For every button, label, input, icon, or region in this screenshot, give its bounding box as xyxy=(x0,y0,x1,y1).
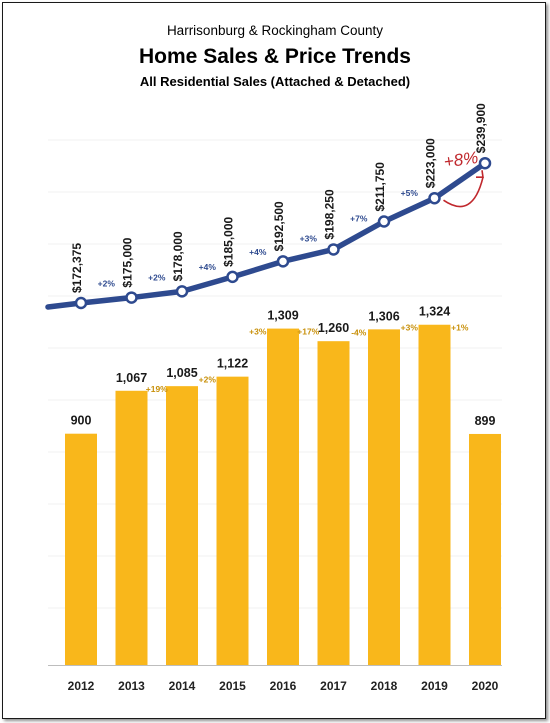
x-tick-label: 2016 xyxy=(270,679,297,693)
bar-change-label: -4% xyxy=(351,327,367,337)
price-point-2020 xyxy=(478,156,492,170)
bar-change-label: +1% xyxy=(451,323,469,333)
price-change-label: +2% xyxy=(148,272,166,282)
bar-2019 xyxy=(418,324,451,665)
bar-change-label: +3% xyxy=(401,323,419,333)
bar-value-label: 1,067 xyxy=(116,371,147,385)
bar-value-label: 900 xyxy=(71,414,92,428)
price-change-label: +5% xyxy=(401,188,419,198)
price-point-2015 xyxy=(226,270,239,284)
bar-value-label: 1,324 xyxy=(419,305,450,319)
bar-2016 xyxy=(267,328,299,665)
price-value-label: $175,000 xyxy=(121,237,135,287)
bar-value-label: 1,309 xyxy=(267,309,298,323)
x-tick-label: 2014 xyxy=(169,679,196,693)
bar-change-label: +17% xyxy=(297,327,319,337)
chart-subtitle: All Residential Sales (Attached & Detach… xyxy=(139,74,411,89)
price-change-label: +7% xyxy=(350,213,368,223)
price-point-2017 xyxy=(327,243,340,256)
bar-2014 xyxy=(166,386,198,665)
x-tick-label: 2018 xyxy=(371,679,398,693)
callout-label: +8% xyxy=(443,148,480,172)
bar-2018 xyxy=(368,329,400,665)
price-point-2013 xyxy=(125,291,138,304)
bar-value-label: 899 xyxy=(475,414,496,428)
price-change-label: +2% xyxy=(98,278,116,288)
bar-value-label: 1,306 xyxy=(368,309,399,323)
price-value-label: $223,000 xyxy=(424,138,438,188)
x-tick-label: 2017 xyxy=(320,679,347,693)
x-tick-label: 2013 xyxy=(118,679,145,693)
price-line xyxy=(45,160,488,310)
chart-title-line1: Harrisonburg & Rockingham County xyxy=(166,23,384,38)
price-point-2018 xyxy=(377,215,391,228)
x-tick-label: 2015 xyxy=(219,679,246,693)
price-point-2019 xyxy=(428,191,441,205)
price-value-label: $239,900 xyxy=(474,103,488,153)
bar-value-label: 1,122 xyxy=(217,357,248,371)
chart-title: Home Sales & Price Trends xyxy=(139,45,411,68)
bar-change-label: +2% xyxy=(199,375,217,385)
price-value-label: $211,750 xyxy=(373,162,387,212)
price-change-label: +4% xyxy=(199,262,217,272)
price-point-2016 xyxy=(276,255,290,268)
callout-arrow xyxy=(443,177,484,208)
price-change-label: +4% xyxy=(249,247,267,257)
price-value-label: $172,375 xyxy=(70,243,84,293)
price-value-label: $198,250 xyxy=(323,189,337,239)
bar-2013 xyxy=(115,390,148,665)
price-value-label: $185,000 xyxy=(222,216,236,266)
bar-change-label: +19% xyxy=(146,384,168,394)
bar-2017 xyxy=(317,341,350,665)
x-tick-label: 2019 xyxy=(421,679,448,693)
price-point-2014 xyxy=(175,285,189,298)
bar-2020 xyxy=(469,433,501,665)
bar-2015 xyxy=(216,376,249,665)
bar-value-label: 1,260 xyxy=(318,321,349,335)
price-change-label: +3% xyxy=(300,233,318,243)
price-point-2012 xyxy=(74,296,88,310)
callout-arrowhead xyxy=(476,170,484,179)
bar-value-label: 1,085 xyxy=(166,366,197,380)
bar-2012 xyxy=(65,433,97,665)
x-tick-label: 2020 xyxy=(472,679,499,693)
bar-change-label: +3% xyxy=(249,327,267,337)
x-tick-label: 2012 xyxy=(68,679,95,693)
price-value-label: $192,500 xyxy=(272,201,286,251)
price-value-label: $178,000 xyxy=(171,231,185,281)
